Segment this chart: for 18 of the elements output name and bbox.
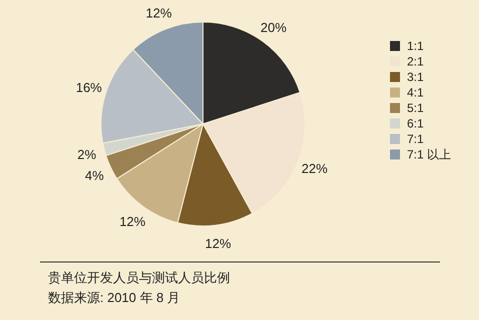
legend-label: 7:1 以上 xyxy=(407,148,452,162)
source-note: 数据来源: 2010 年 8 月 xyxy=(48,290,180,305)
data-label: 12% xyxy=(146,5,172,20)
legend-label: 4:1 xyxy=(407,86,424,100)
data-label: 12% xyxy=(205,236,232,252)
legend-label: 7:1 xyxy=(407,132,424,146)
text: 贵单位开发人员与测试人员比例 xyxy=(48,270,230,285)
legend-label: 6:1 xyxy=(407,116,424,130)
data-label: 2% xyxy=(77,146,97,162)
legend-label: 1:1 xyxy=(407,39,424,53)
legend-label: 5:1 xyxy=(407,101,424,115)
data-label: 16% xyxy=(76,80,102,95)
data-label: 22% xyxy=(302,161,328,176)
data-label: 12% xyxy=(119,214,146,230)
legend-label: 2:1 xyxy=(407,54,424,68)
data-label: 20% xyxy=(260,20,287,35)
data-label: 4% xyxy=(85,168,104,184)
legend-label: 3:1 xyxy=(407,70,424,84)
